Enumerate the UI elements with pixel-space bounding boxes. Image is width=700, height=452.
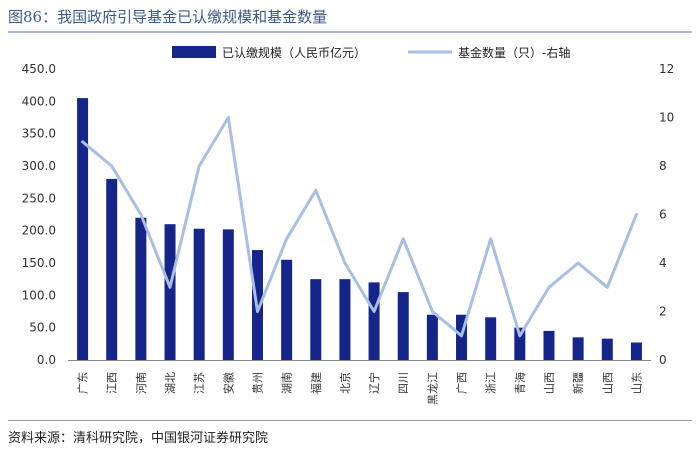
- line-point: [197, 164, 201, 168]
- y-left-tick-label: 400.0: [22, 94, 56, 108]
- bar: [339, 279, 351, 360]
- bar: [485, 317, 497, 360]
- left-axis: 0.0 50.0 100.0 150.0 200.0 250.0 300.0 350.0 400…: [22, 62, 56, 367]
- line-point: [576, 261, 580, 265]
- x-tick-label: 四川: [397, 372, 410, 394]
- line-point: [518, 334, 522, 337]
- legend-bar-swatch: [172, 46, 216, 58]
- right-axis: 0 2 4 6 8 10 12: [659, 62, 674, 367]
- y-left-tick-label: 0.0: [37, 353, 56, 367]
- chart: 已认缴规模（人民币亿元） 基金数量（只）-右轴 0.0 50.0 100.0 150.0…: [22, 45, 675, 405]
- y-left-tick-label: 200.0: [22, 224, 56, 238]
- bar: [601, 338, 613, 360]
- y-right-tick-label: 8: [659, 159, 667, 173]
- x-tick-label: 北京: [338, 372, 352, 394]
- x-axis: 广东 江西 河南 湖北 江苏 安徽 贵州 湖南 福建 北京 辽宁 四川 黑龙江 广西 浙江 青海 山西 新疆 山西山…: [68, 360, 651, 405]
- legend-bar-label: 已认缴规模（人民币亿元）: [222, 45, 366, 60]
- legend-line-label: 基金数量（只）-右轴: [458, 45, 570, 60]
- line-point: [110, 164, 113, 168]
- x-tick-label: 江苏: [193, 372, 206, 394]
- bar: [281, 259, 293, 360]
- x-tick-label: 山西: [601, 372, 614, 394]
- line-point: [372, 310, 376, 313]
- line-point: [256, 310, 259, 313]
- x-tick-label: 辽宁: [367, 372, 381, 394]
- bar: [397, 292, 409, 360]
- line-point: [227, 116, 230, 119]
- bar: [572, 337, 584, 360]
- y-left-tick-label: 450.0: [22, 62, 56, 76]
- y-right-tick-label: 6: [659, 208, 667, 222]
- x-tick-label: 山东: [630, 372, 643, 394]
- line-point: [285, 237, 288, 240]
- line-point: [343, 261, 347, 265]
- bar: [106, 178, 118, 360]
- y-left-tick-label: 100.0: [22, 288, 56, 302]
- line-point: [460, 334, 463, 337]
- line-path: [81, 116, 638, 338]
- bar: [630, 342, 642, 360]
- bar: [514, 327, 526, 360]
- y-left-tick-label: 250.0: [22, 191, 56, 205]
- x-tick-label: 河南: [135, 372, 148, 394]
- x-tick-label: 福建: [309, 372, 323, 394]
- y-right-tick-label: 12: [659, 62, 674, 76]
- bar-series: [77, 98, 642, 360]
- x-tick-label: 江西: [106, 372, 119, 394]
- bar: [164, 224, 176, 360]
- x-tick-label: 湖南: [281, 372, 294, 394]
- x-tick-label: 山西: [543, 372, 556, 394]
- line-point: [489, 237, 492, 240]
- line-point: [314, 189, 317, 192]
- bar: [543, 330, 555, 360]
- figure-title: 图86：我国政府引导基金已认缴规模和基金数量: [8, 8, 328, 26]
- x-tick-label: 湖北: [164, 372, 177, 394]
- x-tick-label: 黑龙江: [426, 372, 439, 405]
- x-tick-label: 浙江: [485, 372, 498, 394]
- x-tick-label: 安徽: [221, 372, 235, 394]
- line-point: [81, 140, 84, 143]
- bar: [310, 279, 322, 360]
- x-tick-label: 广东: [77, 372, 90, 394]
- bar: [426, 314, 438, 360]
- x-tick-label: 青海: [513, 372, 527, 394]
- title-divider: [8, 31, 692, 33]
- y-left-tick-label: 150.0: [22, 256, 56, 270]
- line-point: [139, 213, 143, 216]
- line-series: [81, 116, 638, 338]
- bar: [368, 282, 380, 360]
- source-note: 资料来源：清科研究院，中国银河证券研究院: [8, 431, 269, 446]
- line-point: [168, 286, 172, 289]
- y-right-tick-label: 2: [659, 305, 667, 319]
- line-point: [606, 286, 609, 289]
- line-point: [635, 213, 638, 216]
- y-left-tick-label: 350.0: [22, 127, 56, 141]
- y-left-tick-label: 300.0: [22, 159, 56, 173]
- x-tick-label: 贵州: [251, 372, 264, 394]
- x-tick-label: 新疆: [571, 372, 585, 394]
- y-right-tick-label: 0: [659, 353, 667, 367]
- bar: [135, 217, 147, 360]
- y-right-tick-label: 10: [659, 111, 674, 125]
- source-divider: [8, 420, 692, 421]
- bar: [456, 314, 468, 360]
- bar: [77, 98, 89, 360]
- legend: 已认缴规模（人民币亿元） 基金数量（只）-右轴: [172, 45, 570, 60]
- line-point: [402, 237, 405, 240]
- bar: [193, 228, 205, 360]
- bar: [222, 229, 234, 360]
- y-left-tick-label: 50.0: [29, 321, 56, 335]
- line-point: [547, 286, 551, 289]
- x-tick-label: 广西: [456, 372, 469, 394]
- line-point: [431, 310, 434, 313]
- y-right-tick-label: 4: [659, 256, 667, 270]
